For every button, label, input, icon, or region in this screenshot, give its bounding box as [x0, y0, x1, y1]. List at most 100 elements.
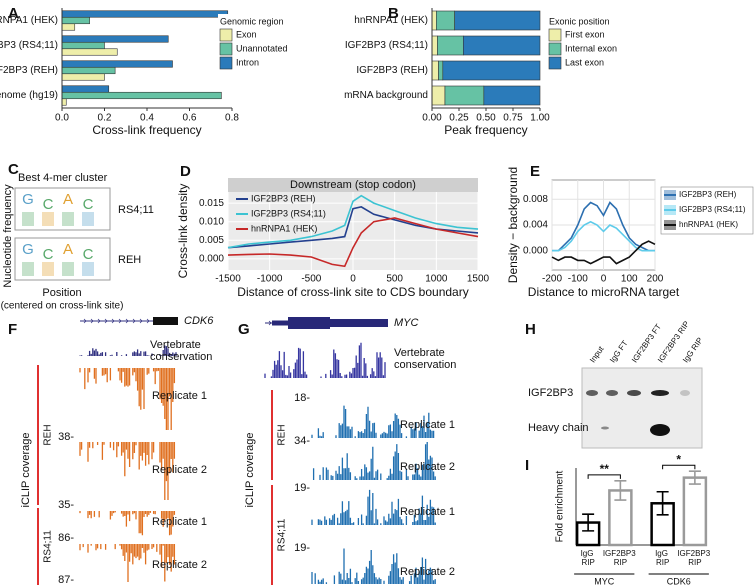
logo-title: Best 4-mer cluster — [18, 172, 108, 184]
x-tick-label: 0.50 — [476, 113, 496, 124]
intron-arrow — [118, 318, 122, 324]
coverage-track — [311, 548, 436, 584]
logo-box — [14, 187, 111, 231]
panel-letter: F — [8, 321, 17, 338]
bar-segment — [444, 85, 485, 106]
logo-stack — [62, 262, 74, 276]
intron-arrow — [90, 318, 94, 324]
bar — [61, 66, 116, 75]
series-line — [227, 217, 479, 268]
series-line — [551, 240, 656, 265]
category-label: IGF2BP3 (RS4;11) — [0, 40, 58, 51]
track-label: Replicate 2 — [152, 559, 207, 571]
legend-label: IGF2BP3 (REH) — [679, 190, 737, 199]
error-bar — [688, 470, 701, 485]
bar-segment — [463, 35, 541, 56]
exon — [330, 319, 388, 327]
legend-label: hnRNPA1 (HEK) — [679, 220, 738, 229]
x-axis-note: (centered on cross-link site) — [1, 301, 124, 312]
logo-stack — [42, 212, 54, 226]
logo-letter: G — [22, 191, 34, 208]
y-tick-label: 0.010 — [199, 216, 224, 227]
y-tick-label: 0.000 — [199, 253, 224, 264]
group-label: RS4;11 — [43, 530, 54, 563]
error-bar — [656, 490, 669, 516]
logo-letter: C — [43, 246, 54, 263]
bar — [61, 73, 105, 81]
logo-stack — [82, 212, 94, 226]
logo-letter: G — [22, 241, 34, 258]
logo-stack — [82, 262, 94, 276]
x-tick-label: 0.0 — [55, 113, 69, 124]
bar — [61, 35, 169, 43]
x-tick-label: 100 — [621, 274, 638, 285]
logo-letter: A — [63, 241, 73, 258]
coverage-track — [311, 489, 436, 525]
significance-bracket — [662, 464, 696, 470]
legend-swatch — [548, 42, 562, 56]
significance-label: * — [676, 452, 681, 466]
coverage-track — [79, 368, 176, 430]
x-tick-label: 200 — [647, 274, 664, 285]
category-label: mRNA background — [344, 90, 428, 101]
error-bar — [614, 480, 627, 501]
legend-title: Genomic region — [220, 16, 284, 26]
x-axis-label: Peak frequency — [444, 123, 527, 137]
x-tick-label: 1500 — [467, 274, 490, 285]
x-axis-label: Position — [42, 287, 81, 299]
intron-arrow — [139, 318, 143, 324]
track-scale: 87- — [58, 574, 74, 586]
band — [627, 390, 641, 396]
bar-segment — [431, 85, 446, 106]
lane-label: IgG RIP — [681, 336, 705, 364]
bar — [61, 41, 105, 50]
x-tick-label: 1.00 — [530, 113, 550, 124]
category-label: IGF2BP3 (REH) — [356, 65, 428, 76]
error-bar — [582, 513, 595, 532]
bar — [61, 60, 173, 68]
group-label: RS4;11 — [277, 518, 288, 551]
bar-segment — [483, 85, 541, 106]
x-tick-label: 0.4 — [140, 113, 154, 124]
track-label: Replicate 1 — [400, 419, 455, 431]
bar — [61, 85, 110, 93]
facet-strip — [228, 178, 478, 192]
coverage-track — [79, 345, 177, 356]
bar-segment — [437, 35, 464, 56]
band — [606, 390, 618, 396]
legend-label: Exon — [236, 29, 257, 39]
y-axis-label: Fold enrichment — [555, 470, 566, 542]
legend-label: Intron — [236, 57, 259, 67]
legend-swatch — [548, 28, 562, 42]
panel-letter: B — [388, 5, 399, 22]
x-tick-label: 0 — [350, 274, 356, 285]
bar — [682, 476, 708, 547]
x-tick-label: -1500 — [215, 274, 241, 285]
band — [601, 426, 609, 430]
intron-arrow — [104, 318, 108, 324]
x-axis-label: Cross-link frequency — [92, 123, 201, 137]
gene-name: MYC — [394, 317, 419, 329]
x-axis-label: Distance to microRNA target — [528, 285, 680, 299]
x-tick-label: IGF2BP3 RIP — [677, 549, 712, 567]
lane-label: IgG FT — [608, 339, 630, 365]
logo-letter: A — [63, 191, 73, 208]
logo-name: REH — [118, 254, 141, 266]
conservation-label: Vertebrate conservation — [150, 339, 212, 363]
legend-label: IGF2BP3 (RS4;11) — [679, 205, 746, 214]
x-tick-label: 0.2 — [98, 113, 112, 124]
category-label: IGF2BP3 (RS4;11) — [345, 40, 428, 51]
panel-letter: C — [8, 161, 19, 178]
y-tick-label: 0.005 — [199, 235, 224, 246]
coverage-label: iCLIP coverage — [244, 432, 256, 507]
panel-letter: H — [525, 321, 536, 338]
gene-name: CDK6 — [184, 315, 214, 327]
y-tick-label: 0.015 — [199, 198, 224, 209]
legend-label: IGF2BP3 (REH) — [251, 193, 316, 203]
category-label: IGF2BP3 (REH) — [0, 65, 58, 76]
group-label: CDK6 — [667, 576, 691, 586]
exon — [288, 317, 330, 329]
series-line — [552, 201, 655, 252]
track-label: Replicate 1 — [152, 516, 207, 528]
